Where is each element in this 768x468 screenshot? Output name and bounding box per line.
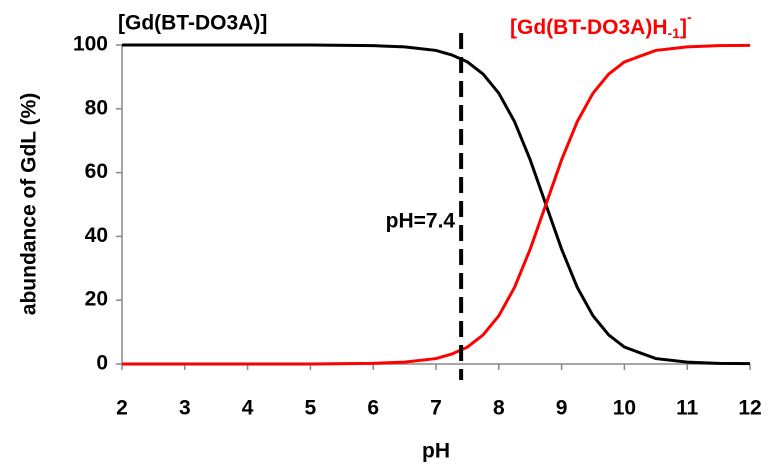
- x-tick-label: 6: [367, 397, 379, 420]
- x-tick-label: 7: [430, 397, 442, 420]
- y-tick-label: 0: [96, 352, 108, 375]
- y-axis-label: abundance of GdL (%): [18, 93, 41, 315]
- series-label: [Gd(BT-DO3A)]: [118, 12, 267, 35]
- reference-label: pH=7.4: [386, 210, 456, 233]
- x-tick-label: 8: [493, 397, 505, 420]
- label-part: ]: [680, 16, 687, 39]
- x-tick-label: 5: [305, 397, 317, 420]
- x-tick-label: 2: [116, 397, 128, 420]
- x-tick-label: 10: [613, 397, 636, 420]
- y-tick-label: 40: [85, 224, 108, 247]
- x-tick-label: 11: [676, 397, 699, 420]
- x-tick-label: 3: [179, 397, 191, 420]
- label-sup: -: [687, 9, 692, 25]
- label-part: [Gd(BT-DO3A)H: [510, 16, 667, 39]
- y-tick-label: 80: [85, 96, 108, 119]
- y-tick-label: 100: [73, 33, 108, 56]
- y-tick-label: 60: [85, 160, 108, 183]
- x-tick-label: 4: [242, 397, 254, 420]
- series-label: [Gd(BT-DO3A)H-1]-: [510, 9, 692, 41]
- x-tick-label: 12: [738, 397, 761, 420]
- y-tick-label: 20: [85, 288, 108, 311]
- x-tick-label: 9: [556, 397, 568, 420]
- series-line: [122, 43, 751, 366]
- series-line: [122, 43, 751, 366]
- x-axis-label: pH: [422, 440, 450, 463]
- label-sub: -1: [667, 25, 680, 41]
